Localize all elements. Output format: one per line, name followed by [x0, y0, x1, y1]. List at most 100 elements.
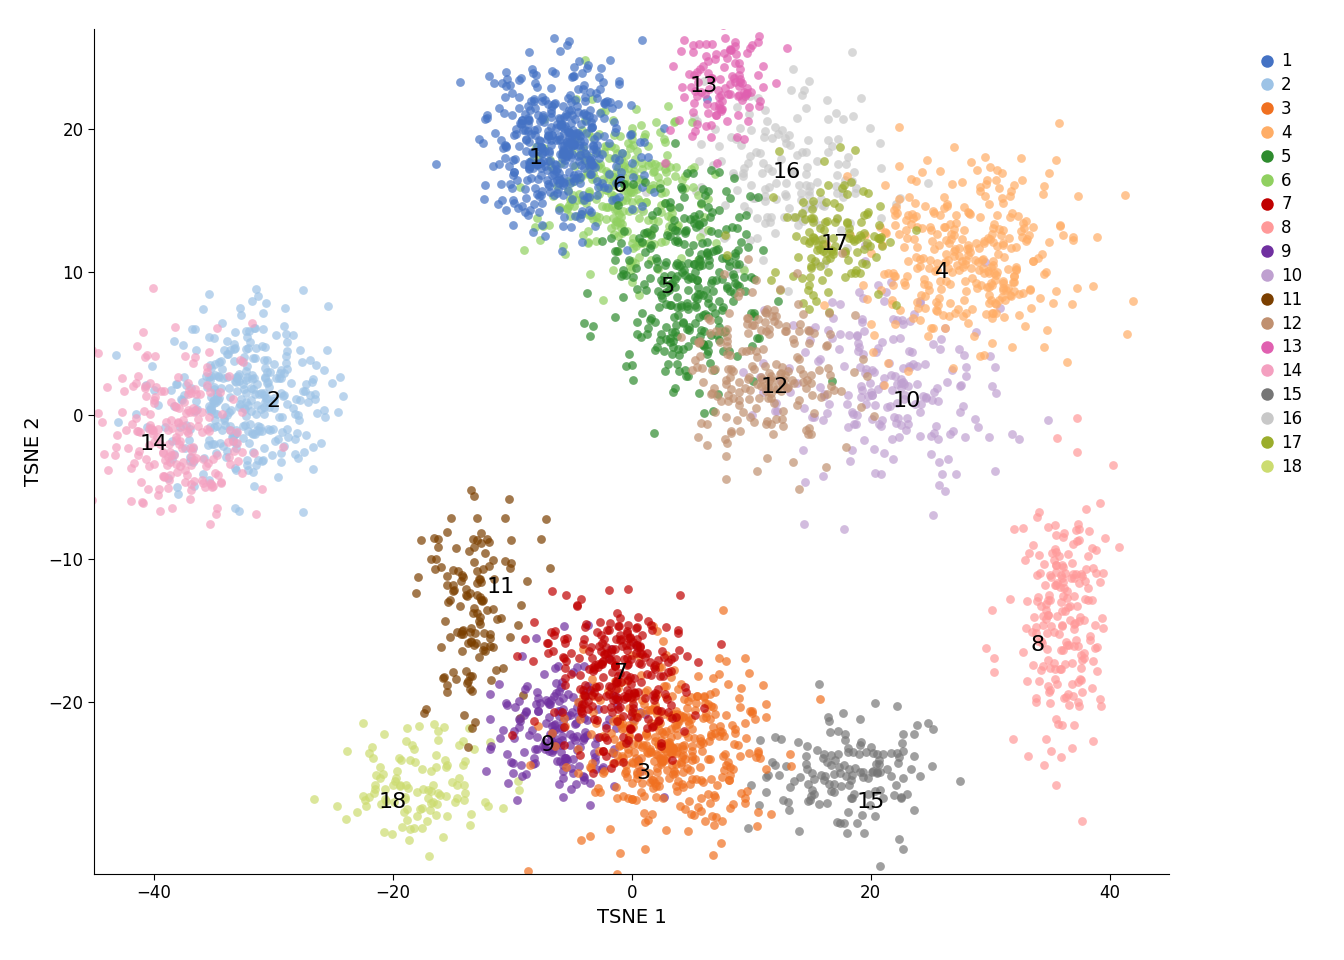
- Point: [853, 825, 875, 840]
- Point: [606, 674, 628, 689]
- Point: [765, 226, 786, 241]
- Point: [636, 666, 657, 682]
- Point: [969, 180, 991, 195]
- Point: [665, 720, 687, 735]
- Point: [788, 824, 809, 839]
- Point: [567, 708, 589, 724]
- Point: [628, 684, 649, 699]
- Point: [587, 158, 609, 174]
- Point: [501, 180, 523, 196]
- Point: [931, 467, 953, 482]
- Point: [435, 678, 457, 693]
- Point: [155, 452, 176, 468]
- Point: [700, 796, 722, 811]
- Point: [926, 303, 948, 319]
- Point: [906, 260, 927, 276]
- Point: [1070, 609, 1091, 624]
- Point: [981, 336, 1003, 351]
- Point: [1090, 495, 1111, 511]
- Point: [251, 423, 273, 439]
- Point: [1038, 588, 1059, 603]
- Point: [153, 468, 175, 484]
- Point: [672, 708, 694, 724]
- Point: [579, 267, 601, 282]
- Point: [974, 254, 996, 270]
- Point: [595, 200, 617, 215]
- Point: [1056, 546, 1078, 562]
- Point: [839, 220, 860, 235]
- Point: [641, 720, 663, 735]
- Point: [597, 93, 618, 108]
- Point: [676, 701, 698, 716]
- Point: [707, 226, 728, 241]
- Point: [732, 364, 754, 379]
- Point: [226, 422, 247, 438]
- Point: [853, 226, 875, 241]
- Point: [637, 744, 659, 759]
- Point: [952, 253, 973, 269]
- Point: [831, 384, 852, 399]
- Point: [786, 349, 808, 365]
- Point: [699, 686, 720, 702]
- Point: [364, 781, 386, 797]
- Point: [911, 220, 933, 235]
- Point: [559, 191, 581, 206]
- Point: [1046, 558, 1067, 573]
- Point: [933, 201, 954, 216]
- Point: [792, 206, 813, 222]
- Point: [621, 357, 642, 372]
- Point: [817, 360, 839, 375]
- Point: [546, 737, 567, 753]
- Point: [500, 629, 521, 644]
- Point: [747, 90, 769, 106]
- Point: [1046, 283, 1067, 299]
- Point: [710, 636, 731, 652]
- Point: [675, 751, 696, 766]
- Point: [560, 645, 582, 660]
- Point: [708, 728, 730, 743]
- Point: [478, 711, 500, 727]
- Point: [571, 123, 593, 138]
- Point: [665, 704, 687, 719]
- Point: [704, 363, 726, 378]
- Point: [434, 788, 456, 804]
- Point: [406, 586, 427, 601]
- Point: [259, 364, 281, 379]
- Point: [694, 701, 715, 716]
- Point: [503, 723, 524, 738]
- Point: [683, 165, 704, 180]
- Point: [621, 754, 642, 769]
- Point: [692, 59, 714, 74]
- Point: [922, 507, 943, 522]
- Point: [653, 649, 675, 664]
- Point: [544, 164, 566, 180]
- Point: [554, 153, 575, 168]
- Point: [469, 616, 491, 632]
- Point: [254, 388, 276, 403]
- Point: [585, 219, 606, 234]
- Point: [981, 305, 1003, 321]
- Point: [699, 752, 720, 767]
- Point: [694, 406, 715, 421]
- Point: [657, 762, 679, 778]
- Point: [715, 30, 737, 45]
- Point: [984, 296, 1005, 311]
- Point: [949, 342, 970, 357]
- Point: [554, 108, 575, 124]
- Point: [180, 380, 202, 396]
- Point: [1107, 540, 1129, 555]
- Point: [560, 94, 582, 109]
- Point: [874, 267, 895, 282]
- Point: [628, 210, 649, 226]
- Point: [555, 750, 577, 765]
- Point: [192, 424, 214, 440]
- Point: [159, 468, 180, 483]
- Point: [140, 375, 161, 391]
- Point: [606, 780, 628, 795]
- Point: [724, 725, 746, 740]
- Point: [442, 584, 464, 599]
- Point: [667, 328, 688, 344]
- Point: [593, 74, 614, 89]
- Point: [501, 108, 523, 123]
- Point: [1063, 688, 1085, 704]
